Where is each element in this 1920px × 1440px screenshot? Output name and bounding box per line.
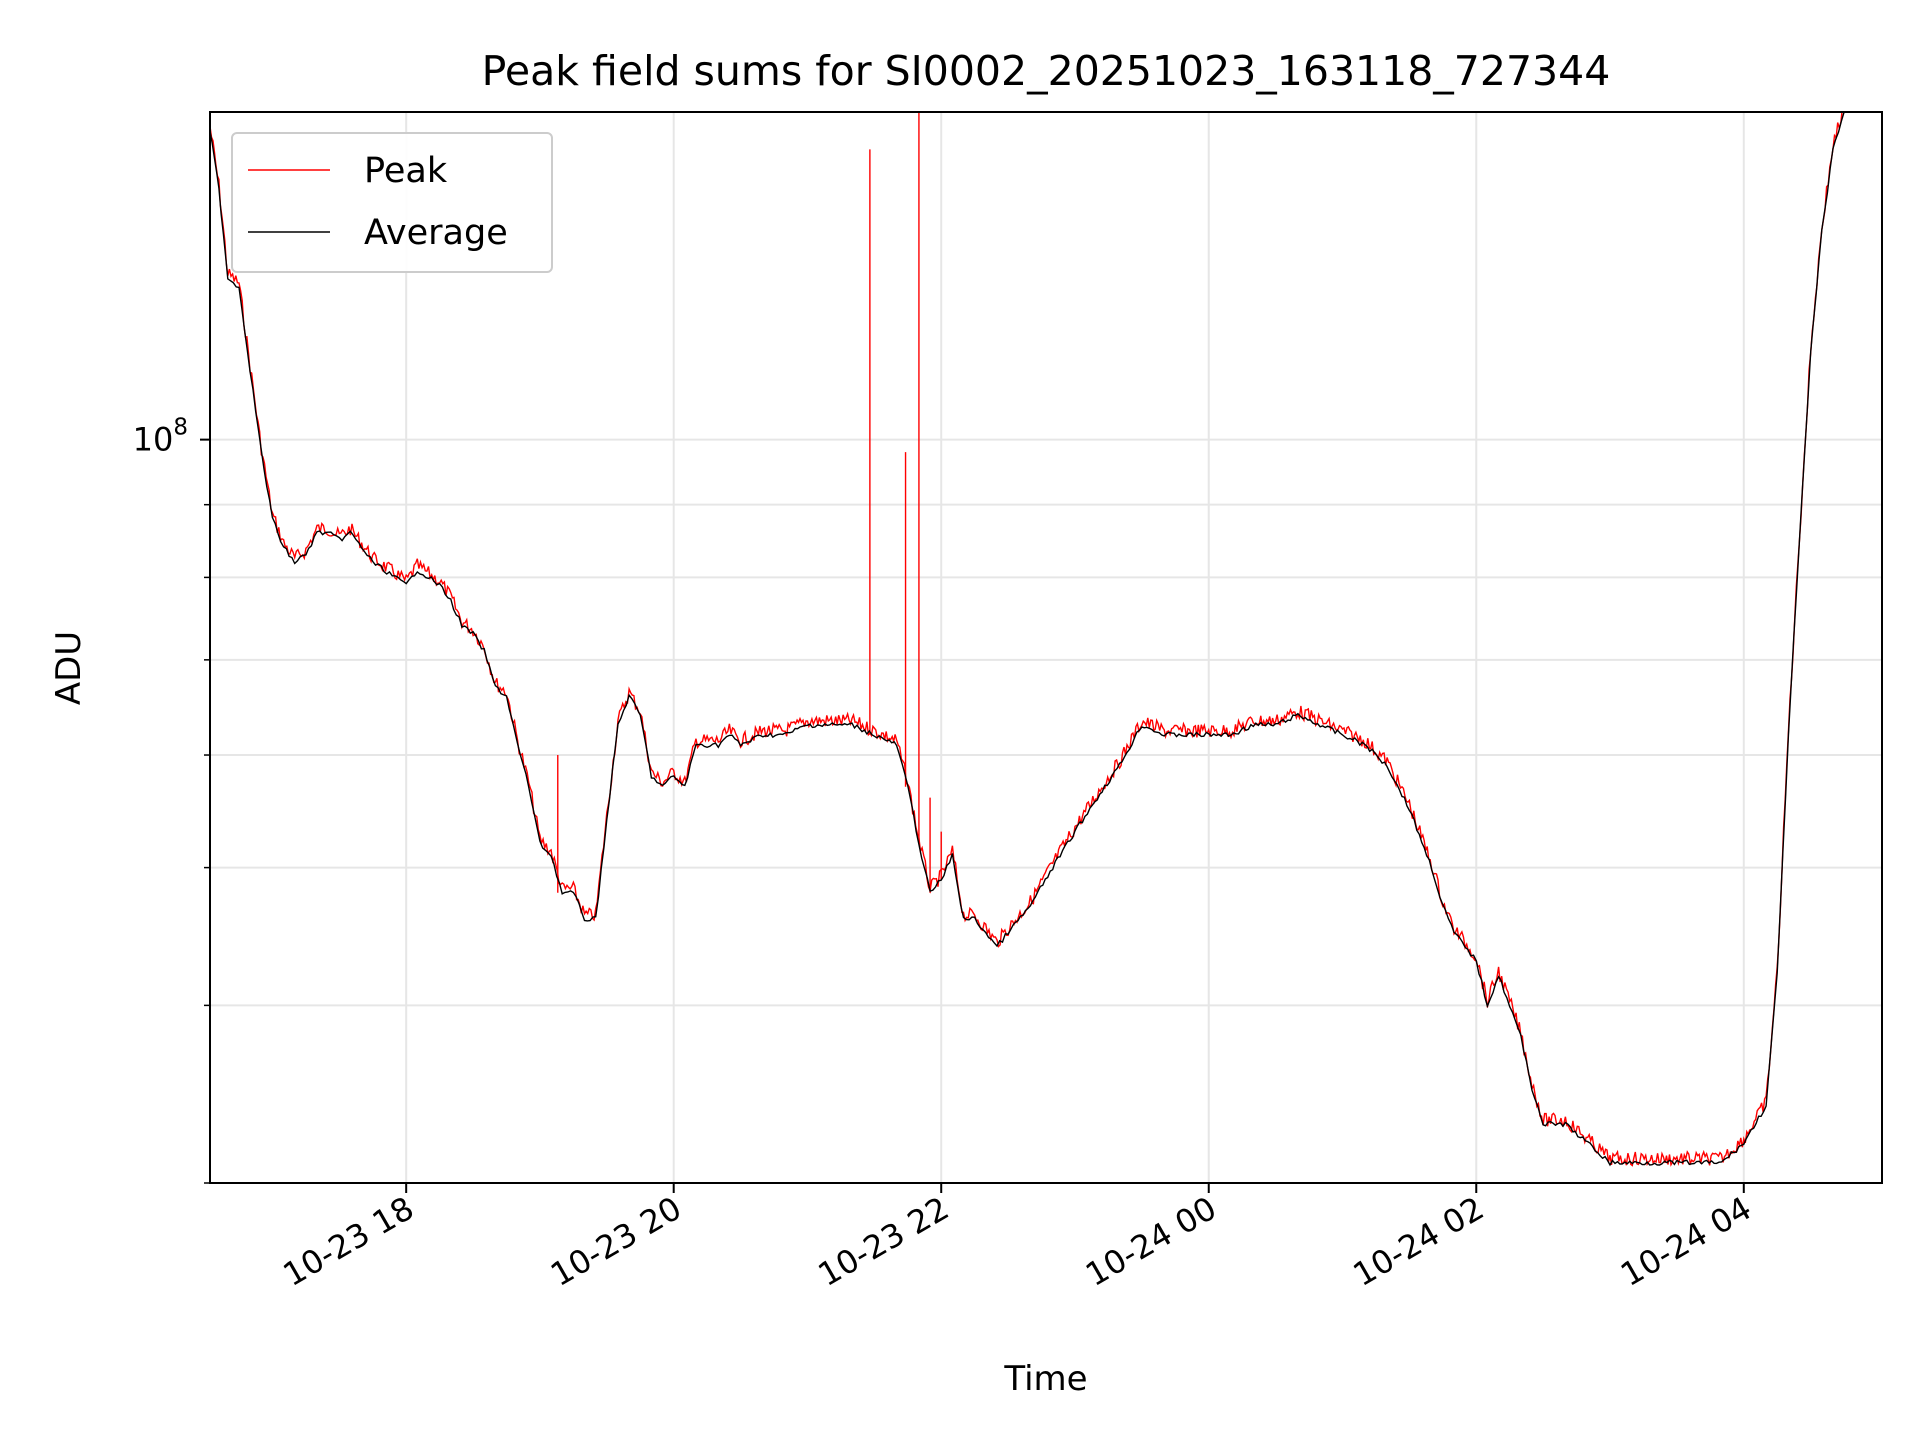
series-line-average bbox=[210, 112, 1845, 1167]
x-tick-label: 10-24 00 bbox=[1079, 1189, 1223, 1294]
legend: Peak Average bbox=[231, 132, 553, 273]
plot-frame bbox=[209, 111, 1883, 1184]
x-tick-label: 10-23 22 bbox=[812, 1189, 956, 1294]
grid bbox=[210, 112, 1882, 1184]
legend-label-peak: Peak bbox=[364, 151, 448, 191]
y-tick-label: 108 bbox=[133, 415, 188, 459]
chart-title: Peak field sums for SI0002_20251023_1631… bbox=[482, 47, 1611, 95]
x-axis-label: Time bbox=[1003, 1359, 1087, 1399]
legend-box bbox=[231, 132, 553, 273]
plot-area bbox=[210, 112, 1845, 1167]
ticks: 108 10-23 18 10-23 20 10-23 22 10-24 00 10-24… bbox=[133, 415, 1758, 1294]
legend-label-average: Average bbox=[364, 213, 508, 253]
x-tick-label: 10-23 18 bbox=[277, 1189, 421, 1294]
y-axis-label: ADU bbox=[49, 631, 89, 705]
x-tick-label: 10-24 04 bbox=[1614, 1189, 1758, 1294]
x-tick-label: 10-24 02 bbox=[1347, 1189, 1491, 1294]
x-tick-label: 10-23 20 bbox=[544, 1189, 688, 1294]
